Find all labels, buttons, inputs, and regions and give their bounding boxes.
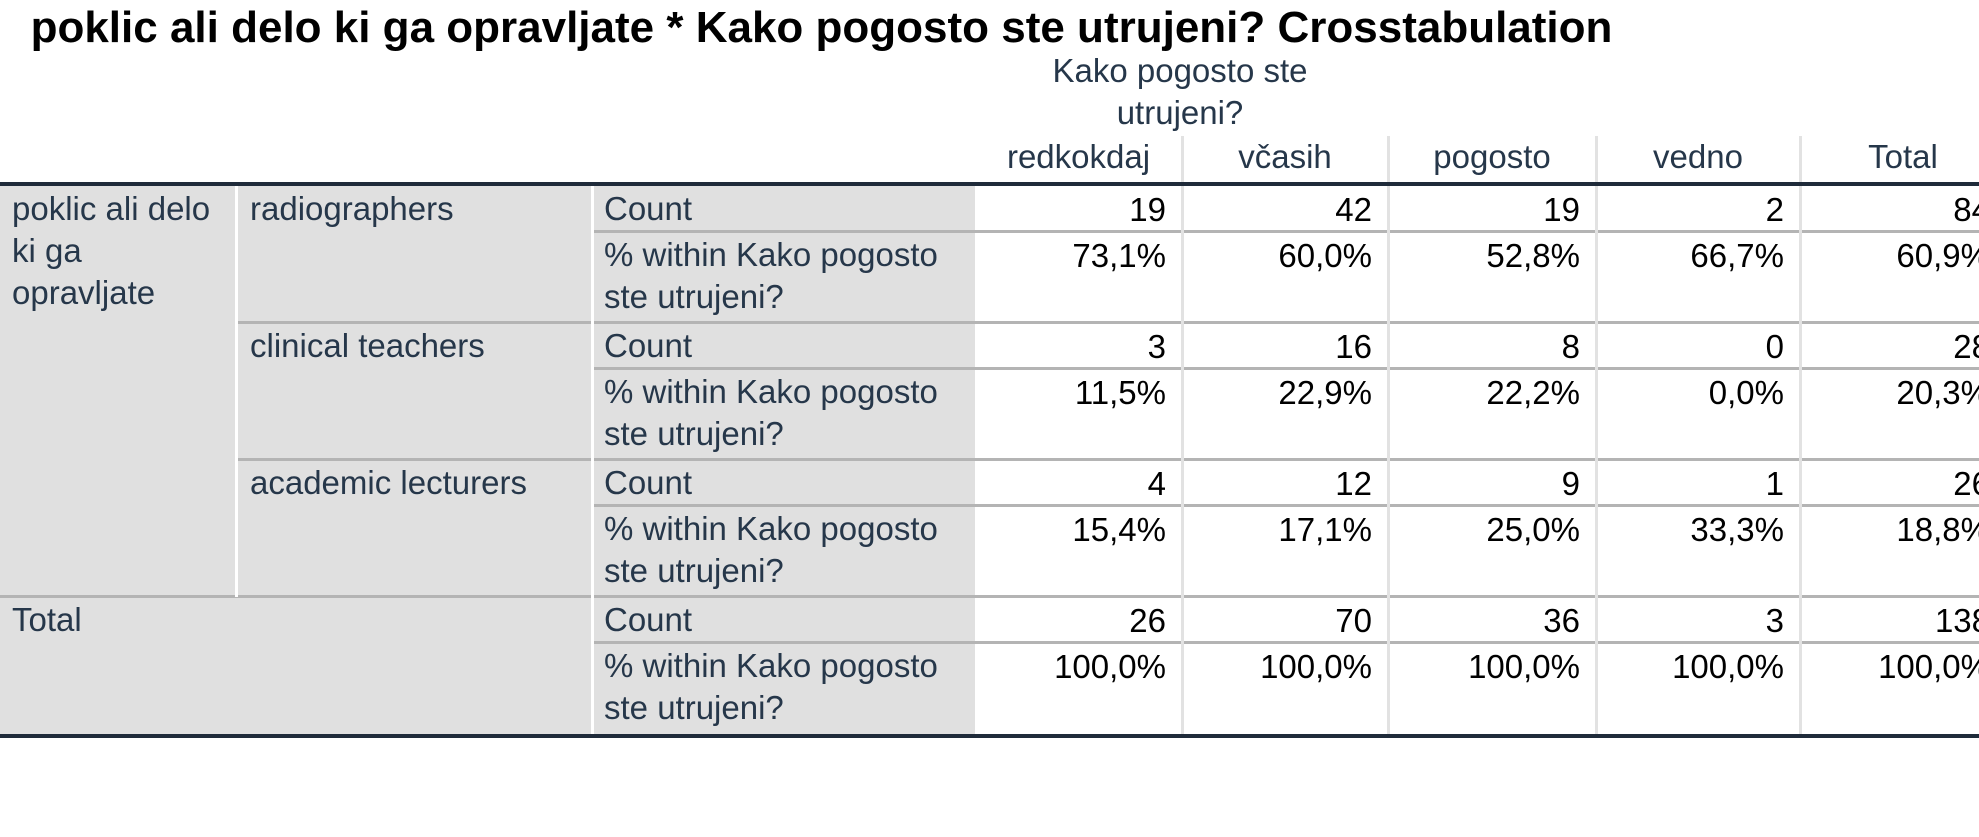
- column-header-1: včasih: [1238, 138, 1332, 175]
- stat-label: Count: [604, 327, 693, 364]
- table-cell: 60,0%: [1278, 237, 1372, 274]
- table-bottom-border: [0, 734, 1979, 738]
- table-cell: 36: [1543, 602, 1580, 639]
- table-cell: 0: [1765, 328, 1784, 365]
- table-cell: 100,0%: [1672, 648, 1784, 685]
- column-header-3: vedno: [1653, 138, 1743, 175]
- table-cell: 17,1%: [1278, 511, 1372, 548]
- table-cell: 138: [1934, 602, 1979, 639]
- header-col-divider: [1181, 136, 1184, 186]
- table-cell: 100,0%: [1260, 648, 1372, 685]
- table-cell: 25,0%: [1486, 511, 1580, 548]
- table-cell: 11,5%: [1074, 374, 1166, 411]
- table-cell: 15,4%: [1072, 511, 1166, 548]
- group-label-2: academic lecturers: [250, 464, 527, 501]
- row-variable-label: poklic ali delo ki ga opravljate: [12, 190, 211, 311]
- table-cell: 19: [1129, 191, 1166, 228]
- row-divider: [592, 230, 1979, 233]
- group-divider: [236, 458, 1979, 461]
- group-label-1: clinical teachers: [250, 327, 485, 364]
- body-col-divider: [1799, 186, 1802, 734]
- stat-label: Count: [604, 601, 693, 638]
- row-divider: [592, 367, 1979, 370]
- stat-label: % within Kako pogosto ste utrujeni?: [604, 647, 938, 726]
- table-cell: 66,7%: [1690, 237, 1784, 274]
- label-col-divider: [591, 186, 594, 734]
- table-cell: 4: [1147, 465, 1166, 502]
- table-cell: 26: [1953, 465, 1979, 502]
- group-divider: [0, 595, 1979, 598]
- table-cell: 1: [1765, 465, 1784, 502]
- table-cell: 16: [1335, 328, 1372, 365]
- body-col-divider: [1595, 186, 1598, 734]
- table-cell: 8: [1561, 328, 1580, 365]
- table-cell: 100,0%: [1878, 648, 1979, 685]
- table-title: poklic ali delo ki ga opravljate * Kako …: [0, 2, 1979, 54]
- row-divider: [592, 504, 1979, 507]
- table-cell: 3: [1765, 602, 1784, 639]
- group-label-0: radiographers: [250, 190, 454, 227]
- table-cell: 9: [1561, 465, 1580, 502]
- header-col-divider: [1595, 136, 1598, 186]
- stat-label: Count: [604, 190, 693, 227]
- group-divider: [236, 321, 1979, 324]
- column-header-2: pogosto: [1433, 138, 1551, 175]
- column-header-4: Total: [1868, 138, 1938, 175]
- table-cell: 19: [1543, 191, 1580, 228]
- table-cell: 20,3%: [1896, 374, 1979, 411]
- header-col-divider: [1387, 136, 1390, 186]
- body-col-divider: [1181, 186, 1184, 734]
- table-cell: 70: [1335, 602, 1372, 639]
- stat-label: % within Kako pogosto ste utrujeni?: [604, 236, 938, 315]
- table-cell: 12: [1335, 465, 1372, 502]
- table-cell: 42: [1335, 191, 1372, 228]
- table-cell: 2: [1765, 191, 1784, 228]
- column-header-0: redkokdaj: [1006, 138, 1151, 175]
- stat-label: % within Kako pogosto ste utrujeni?: [604, 373, 938, 452]
- table-cell: 28: [1953, 328, 1979, 365]
- label-col-divider: [235, 186, 238, 597]
- column-group-header: Kako pogosto ste utrujeni?: [1052, 52, 1308, 131]
- table-cell: 52,8%: [1486, 237, 1580, 274]
- stat-label: % within Kako pogosto ste utrujeni?: [604, 510, 938, 589]
- table-cell: 33,3%: [1690, 511, 1784, 548]
- table-cell: 0,0%: [1708, 374, 1784, 411]
- table-cell: 22,2%: [1486, 374, 1580, 411]
- table-cell: 60,9%: [1896, 237, 1979, 274]
- table-cell: 84: [1953, 191, 1979, 228]
- stat-label: Count: [604, 464, 693, 501]
- table-top-border: [0, 182, 1979, 186]
- body-col-divider: [1387, 186, 1390, 734]
- table-cell: 18,8%: [1896, 511, 1979, 548]
- table-cell: 22,9%: [1278, 374, 1372, 411]
- header-col-divider: [1799, 136, 1802, 186]
- row-label-area-total: [0, 597, 592, 734]
- row-divider: [592, 641, 1979, 644]
- table-cell: 26: [1129, 602, 1166, 639]
- table-cell: 3: [1147, 328, 1166, 365]
- total-label: Total: [12, 601, 82, 638]
- table-cell: 100,0%: [1468, 648, 1580, 685]
- table-title-text: poklic ali delo ki ga opravljate * Kako …: [30, 3, 1613, 52]
- table-cell: 100,0%: [1054, 648, 1166, 685]
- table-cell: 73,1%: [1072, 237, 1166, 274]
